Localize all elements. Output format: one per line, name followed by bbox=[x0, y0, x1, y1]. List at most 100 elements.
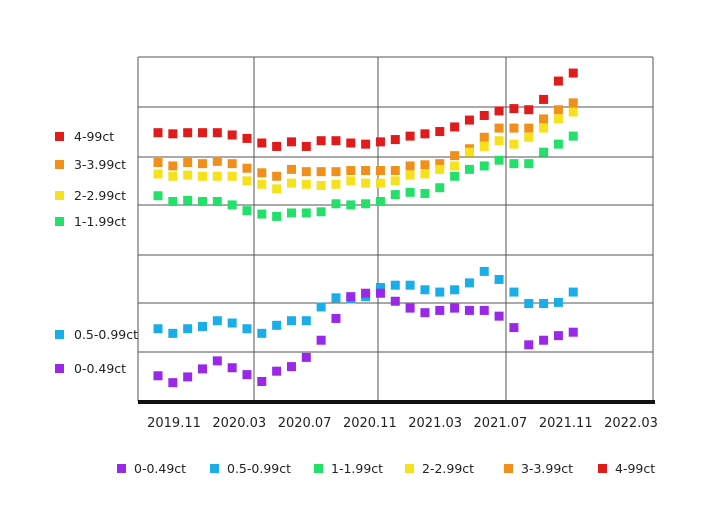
left-label-3-3-99ct: 3-3.99ct bbox=[55, 157, 126, 172]
point-2-2-99ct bbox=[361, 178, 371, 188]
point-2-2-99ct bbox=[524, 132, 534, 142]
point-0-0-49ct bbox=[464, 305, 474, 315]
legend-swatch bbox=[314, 464, 323, 473]
point-1-1-99ct bbox=[197, 196, 207, 206]
x-tick-label: 2020.07 bbox=[278, 416, 332, 431]
grid bbox=[137, 56, 654, 401]
x-tick-label: 2022.03 bbox=[604, 416, 658, 431]
point-0-0-49ct bbox=[390, 296, 400, 306]
legend-item-4-99ct: 4-99ct bbox=[598, 461, 655, 476]
point-0-0-49ct bbox=[375, 288, 385, 298]
legend-label: 0.5-0.99ct bbox=[227, 461, 291, 476]
point-0-0-49ct bbox=[450, 303, 460, 313]
x-tick-label: 2019.11 bbox=[147, 416, 201, 431]
left-label-2-2-99ct: 2-2.99ct bbox=[55, 188, 126, 203]
point-3-3-99ct bbox=[257, 168, 267, 178]
left-label-text: 1-1.99ct bbox=[74, 214, 126, 229]
left-label-1-1-99ct: 1-1.99ct bbox=[55, 214, 126, 229]
legend-swatch bbox=[405, 464, 414, 473]
left-label-4-99ct: 4-99ct bbox=[55, 129, 114, 144]
point-4-99ct bbox=[524, 105, 534, 115]
legend-swatch bbox=[598, 464, 607, 473]
point-3-3-99ct bbox=[153, 157, 163, 167]
point-0-0-49ct bbox=[524, 340, 534, 350]
point-0-0-49ct bbox=[257, 377, 267, 387]
point-3-3-99ct bbox=[272, 171, 282, 181]
point-3-3-99ct bbox=[346, 166, 356, 176]
point-2-2-99ct bbox=[494, 136, 504, 146]
left-label-swatch bbox=[55, 132, 64, 141]
point-3-3-99ct bbox=[361, 166, 371, 176]
point-3-3-99ct bbox=[227, 159, 237, 169]
legend-item-2-2-99ct: 2-2.99ct bbox=[405, 461, 474, 476]
legend-label: 2-2.99ct bbox=[422, 461, 474, 476]
point-1-1-99ct bbox=[524, 159, 534, 169]
point-0-5-0-99ct bbox=[494, 274, 504, 284]
point-4-99ct bbox=[361, 139, 371, 149]
legend-label: 0-0.49ct bbox=[134, 461, 186, 476]
point-3-3-99ct bbox=[331, 167, 341, 177]
point-0-0-49ct bbox=[316, 335, 326, 345]
point-1-1-99ct bbox=[494, 155, 504, 165]
point-0-5-0-99ct bbox=[539, 299, 549, 309]
point-3-3-99ct bbox=[435, 159, 445, 169]
point-4-99ct bbox=[301, 141, 311, 151]
point-2-2-99ct bbox=[212, 171, 222, 181]
point-1-1-99ct bbox=[301, 208, 311, 218]
point-4-99ct bbox=[153, 128, 163, 138]
point-0-0-49ct bbox=[153, 371, 163, 381]
legend-label: 3-3.99ct bbox=[521, 461, 573, 476]
point-2-2-99ct bbox=[509, 139, 519, 149]
point-0-0-49ct bbox=[242, 370, 252, 380]
point-0-0-49ct bbox=[494, 311, 504, 321]
point-4-99ct bbox=[509, 104, 519, 114]
point-1-1-99ct bbox=[479, 161, 489, 171]
x-tick-label: 2020.03 bbox=[212, 416, 266, 431]
point-0-0-49ct bbox=[435, 305, 445, 315]
left-label-0-0-49ct: 0-0.49ct bbox=[55, 361, 126, 376]
point-3-3-99ct bbox=[242, 163, 252, 173]
left-series-labels: 4-99ct 3-3.99ct 2-2.99ct 1-1.99ct 0.5-0.99ct… bbox=[55, 129, 138, 376]
point-2-2-99ct bbox=[464, 147, 474, 157]
point-0-0-49ct bbox=[539, 335, 549, 345]
point-1-1-99ct bbox=[553, 139, 563, 149]
point-3-3-99ct bbox=[197, 159, 207, 169]
point-2-2-99ct bbox=[390, 176, 400, 186]
point-2-2-99ct bbox=[568, 107, 578, 117]
point-2-2-99ct bbox=[450, 161, 460, 171]
point-4-99ct bbox=[212, 128, 222, 138]
point-0-5-0-99ct bbox=[301, 316, 311, 326]
x-tick-label: 2021.11 bbox=[539, 416, 593, 431]
point-0-5-0-99ct bbox=[316, 302, 326, 312]
point-4-99ct bbox=[227, 130, 237, 140]
point-0-0-49ct bbox=[509, 323, 519, 333]
left-label-text: 2-2.99ct bbox=[74, 188, 126, 203]
point-0-0-49ct bbox=[197, 364, 207, 374]
point-2-2-99ct bbox=[375, 178, 385, 188]
point-2-2-99ct bbox=[272, 184, 282, 194]
point-3-3-99ct bbox=[479, 132, 489, 142]
point-0-0-49ct bbox=[212, 356, 222, 366]
point-4-99ct bbox=[197, 128, 207, 138]
point-0-5-0-99ct bbox=[390, 280, 400, 290]
point-4-99ct bbox=[553, 76, 563, 86]
legend-item-1-1-99ct: 1-1.99ct bbox=[314, 461, 383, 476]
left-label-text: 4-99ct bbox=[74, 129, 114, 144]
point-2-2-99ct bbox=[153, 169, 163, 179]
left-label-0-5-0-99ct: 0.5-0.99ct bbox=[55, 327, 138, 342]
point-4-99ct bbox=[242, 133, 252, 143]
point-0-5-0-99ct bbox=[212, 316, 222, 326]
left-label-swatch bbox=[55, 364, 64, 373]
point-4-99ct bbox=[183, 128, 193, 138]
point-2-2-99ct bbox=[405, 170, 415, 180]
point-0-5-0-99ct bbox=[257, 328, 267, 338]
point-0-5-0-99ct bbox=[168, 328, 178, 338]
point-1-1-99ct bbox=[390, 190, 400, 200]
point-1-1-99ct bbox=[509, 159, 519, 169]
point-1-1-99ct bbox=[539, 147, 549, 157]
point-1-1-99ct bbox=[153, 191, 163, 201]
point-0-5-0-99ct bbox=[464, 278, 474, 288]
point-0-0-49ct bbox=[553, 331, 563, 341]
point-0-0-49ct bbox=[361, 288, 371, 298]
